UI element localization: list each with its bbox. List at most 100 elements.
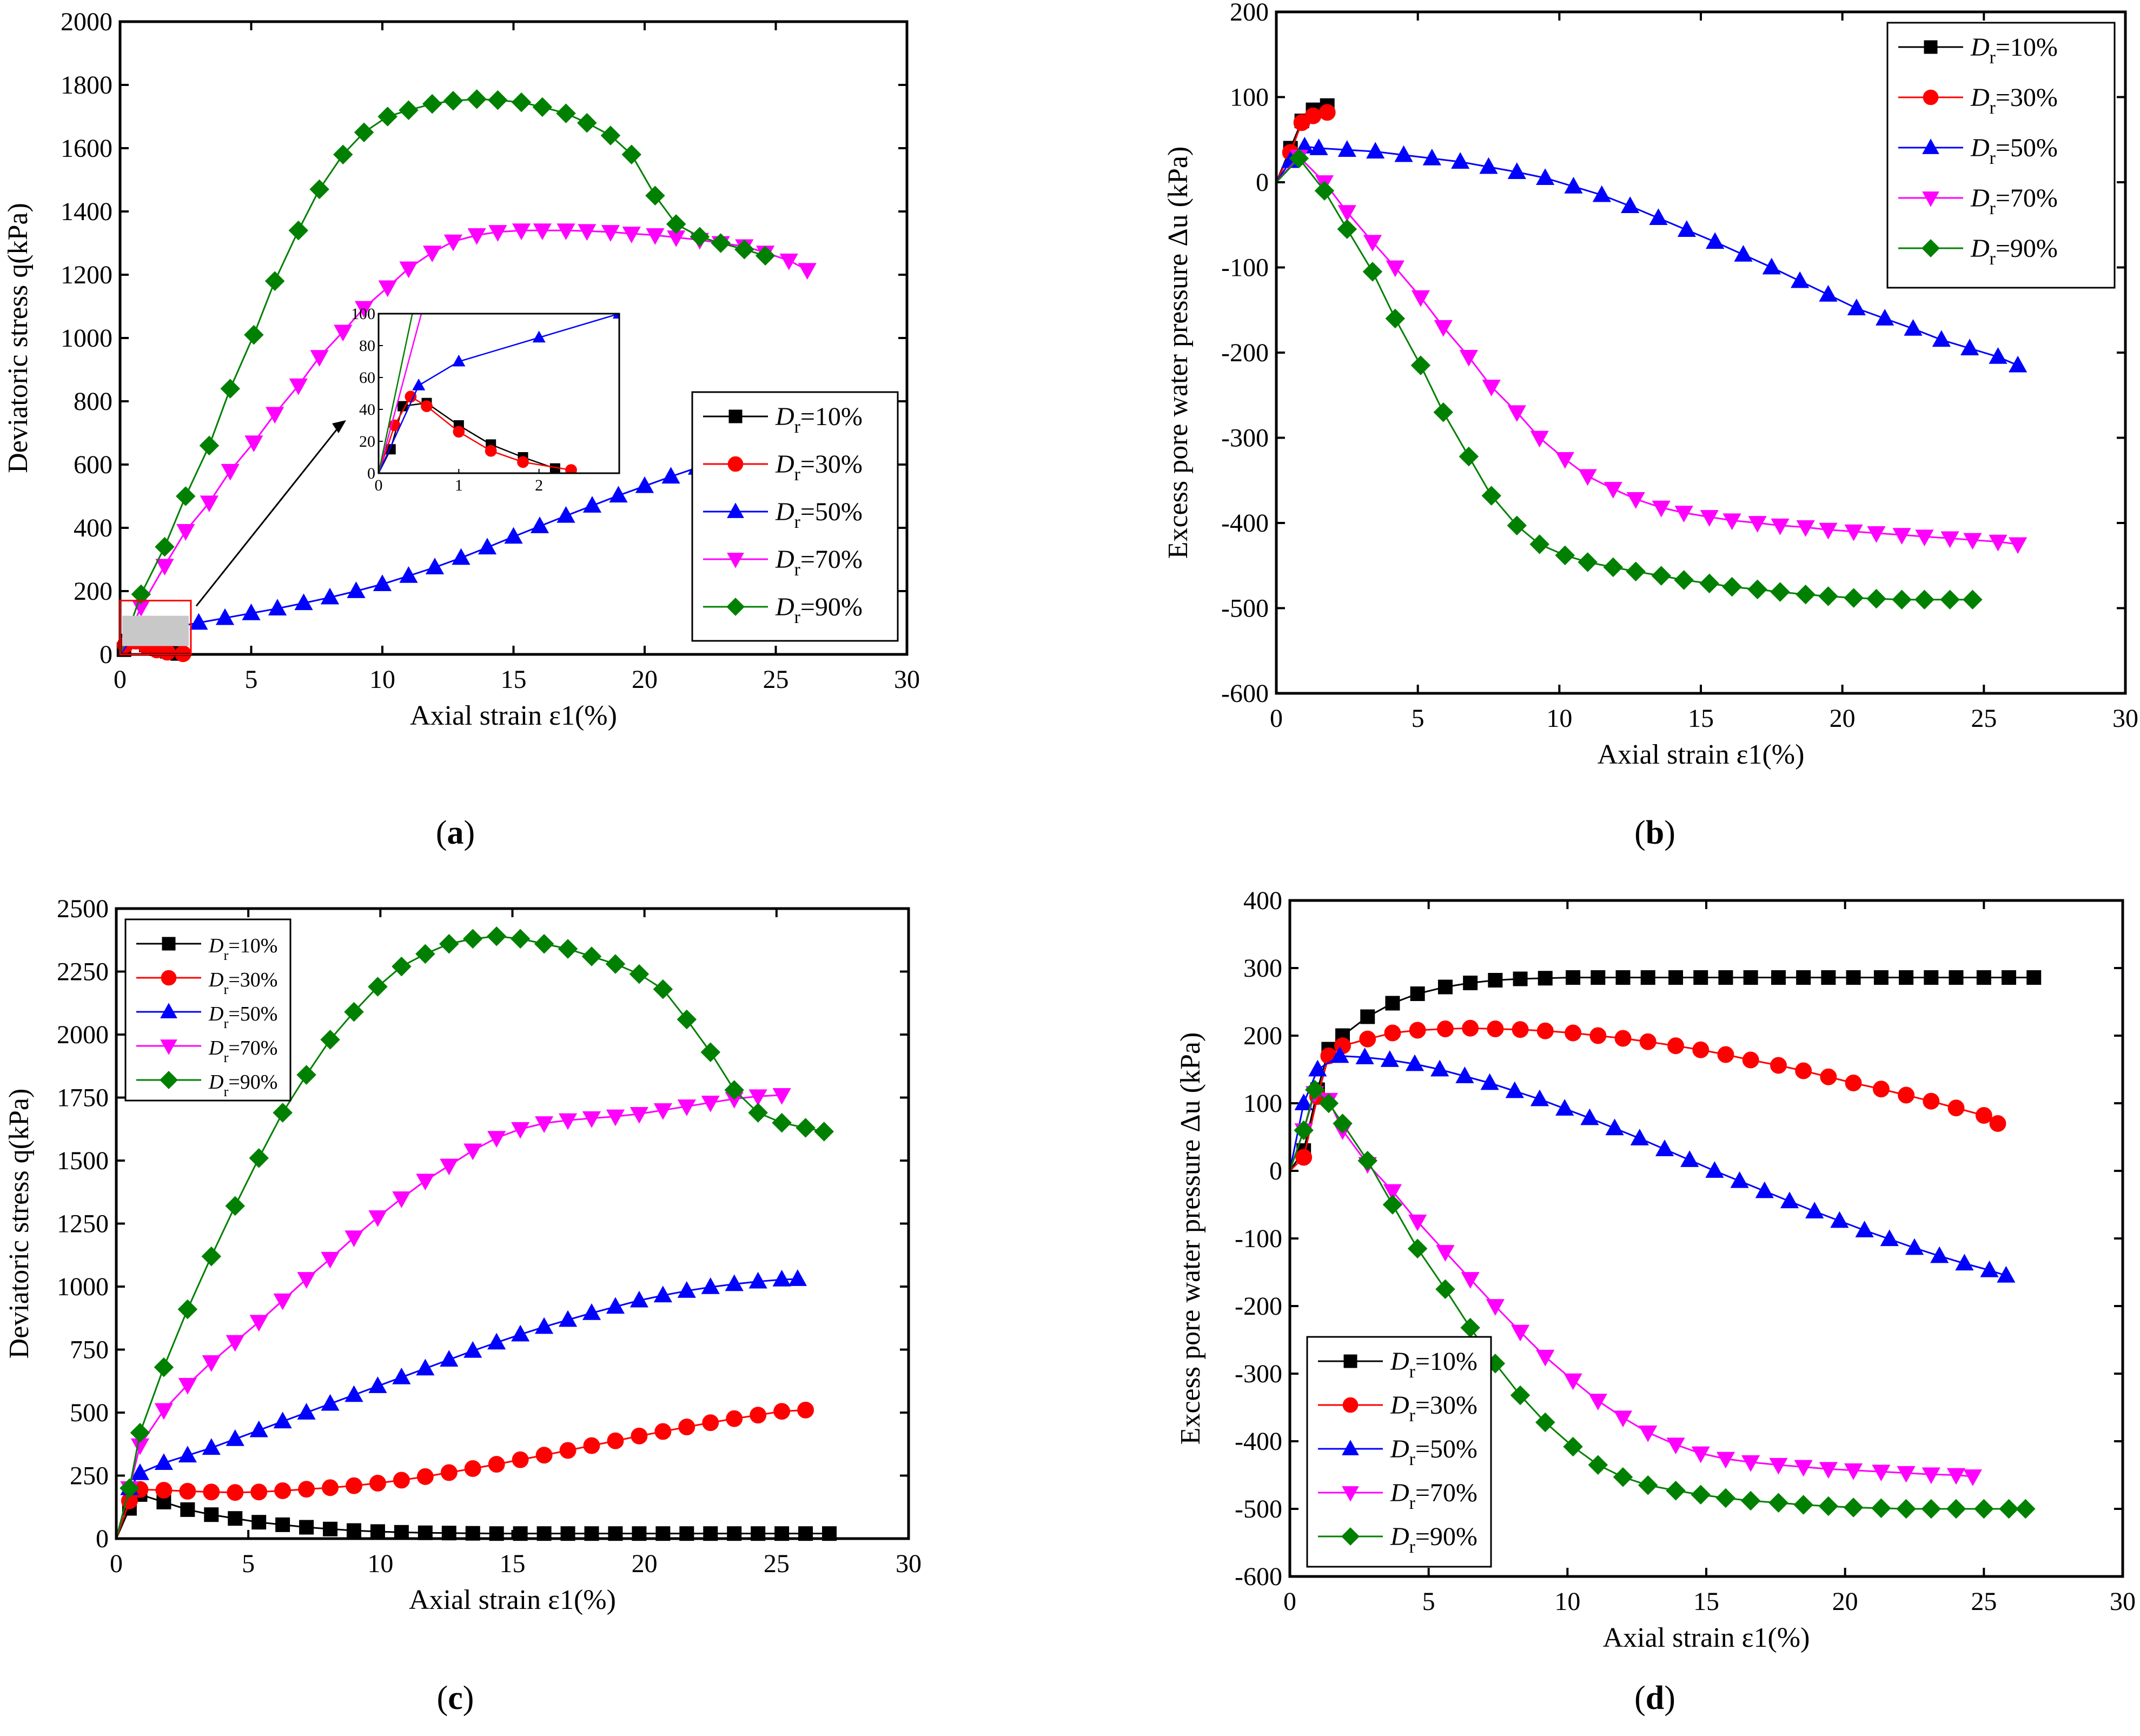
data-point xyxy=(1513,971,1528,986)
data-point xyxy=(1963,1469,1982,1486)
series-line xyxy=(1289,1027,1998,1172)
legend-label: Dr=10% xyxy=(1970,33,2058,68)
data-point xyxy=(1867,526,1886,543)
legend-marker xyxy=(1922,239,1940,257)
x-tick-label: 0 xyxy=(1283,1587,1296,1616)
data-point xyxy=(487,1131,506,1148)
y-tick-label: -200 xyxy=(1235,1292,1282,1321)
data-point xyxy=(443,234,463,251)
data-point xyxy=(1718,970,1733,985)
data-point xyxy=(1805,1202,1824,1218)
data-point xyxy=(621,144,642,164)
y-tick-label: 600 xyxy=(74,450,112,479)
y-axis-title: Excess pore water pressure Δu (kPa) xyxy=(1163,147,1194,559)
zoom-region xyxy=(119,600,192,655)
legend-marker xyxy=(160,1039,177,1055)
data-point xyxy=(1383,1184,1402,1201)
data-point xyxy=(1592,185,1611,202)
data-point xyxy=(1319,104,1336,121)
data-point xyxy=(443,90,463,111)
x-tick-label: 10 xyxy=(367,1549,393,1578)
legend-marker xyxy=(727,502,744,518)
y-tick-label: 2500 xyxy=(57,894,109,923)
legend-label-sub: r xyxy=(794,512,800,532)
legend-label-sub: r xyxy=(1990,148,1996,168)
legend-label-sub: r xyxy=(1409,1537,1415,1557)
data-point xyxy=(1563,1373,1582,1390)
data-point xyxy=(1904,319,1923,336)
data-point xyxy=(1564,176,1583,194)
data-point xyxy=(221,463,240,481)
legend-label: Dr=50% xyxy=(1390,1435,1478,1469)
inset-data-point xyxy=(405,390,417,403)
data-point xyxy=(1555,545,1575,566)
legend-label-sub: r xyxy=(1409,1406,1415,1426)
legend-label-d: D xyxy=(208,935,223,957)
series-Dr=90% xyxy=(119,89,776,655)
inset-data-point xyxy=(612,314,619,319)
legend-label: Dr=50% xyxy=(775,498,863,532)
y-tick-label: 200 xyxy=(1243,1022,1282,1050)
data-point xyxy=(558,1310,578,1327)
data-point xyxy=(1408,1214,1427,1231)
data-point xyxy=(289,378,308,395)
inset-plot xyxy=(379,314,619,473)
legend-marker xyxy=(160,1003,177,1018)
caption-close: ) xyxy=(1664,1680,1675,1717)
data-point xyxy=(344,1230,363,1248)
x-tick-label: 20 xyxy=(1832,1587,1858,1616)
plot-frame xyxy=(118,20,909,656)
legend-label: Dr=70% xyxy=(1970,184,2058,218)
data-point xyxy=(734,239,754,260)
data-point xyxy=(1898,1086,1915,1104)
data-point xyxy=(711,233,731,253)
data-point xyxy=(399,566,418,583)
data-point xyxy=(488,90,508,110)
data-point xyxy=(1487,1021,1504,1037)
legend-label: Dr=30% xyxy=(1970,83,2058,118)
legend-label-value: =50% xyxy=(228,1003,277,1025)
data-point xyxy=(1363,235,1382,252)
y-tick-label: -300 xyxy=(1221,424,1269,453)
y-tick-label: -600 xyxy=(1235,1562,1282,1591)
data-point xyxy=(622,227,641,243)
data-point xyxy=(1866,588,1886,609)
y-tick-label: -100 xyxy=(1235,1224,1282,1253)
x-tick-label: 5 xyxy=(245,665,258,694)
data-point xyxy=(1459,446,1479,467)
data-point xyxy=(1437,1021,1454,1037)
data-point xyxy=(511,1324,530,1342)
data-point xyxy=(296,1065,316,1085)
data-point xyxy=(321,1394,340,1411)
legend-label-d: D xyxy=(775,402,794,431)
x-tick-label: 30 xyxy=(2110,1587,2136,1616)
data-point xyxy=(1639,1425,1658,1442)
data-point xyxy=(512,223,531,241)
y-tick-label: 400 xyxy=(1243,886,1282,915)
y-tick-label: 0 xyxy=(100,640,112,669)
legend-box xyxy=(124,918,291,1102)
series-Dr=30% xyxy=(115,1401,814,1539)
legend-label: Dr=50% xyxy=(1970,134,2058,168)
series-Dr=50% xyxy=(1289,1046,2016,1283)
x-tick-label: 5 xyxy=(1412,704,1425,733)
data-point xyxy=(1651,566,1671,586)
data-point xyxy=(130,1423,150,1443)
legend-label-value: =10% xyxy=(800,402,863,431)
inset-series-line xyxy=(379,314,413,473)
data-point xyxy=(1691,1446,1710,1463)
data-point xyxy=(392,1191,411,1208)
inset-y-tick-label: 60 xyxy=(359,369,375,387)
legend-marker xyxy=(160,1071,178,1089)
y-tick-label: 200 xyxy=(1230,0,1269,26)
legend-marker xyxy=(727,553,744,568)
data-point xyxy=(333,144,353,164)
legend-label: Dr=90% xyxy=(208,1071,277,1099)
data-point xyxy=(200,495,218,513)
x-tick-label: 5 xyxy=(1422,1587,1435,1616)
data-point xyxy=(677,1009,697,1030)
data-point xyxy=(1872,1465,1891,1482)
data-point xyxy=(322,1479,339,1496)
data-point xyxy=(368,1376,387,1393)
data-point xyxy=(630,1290,648,1308)
